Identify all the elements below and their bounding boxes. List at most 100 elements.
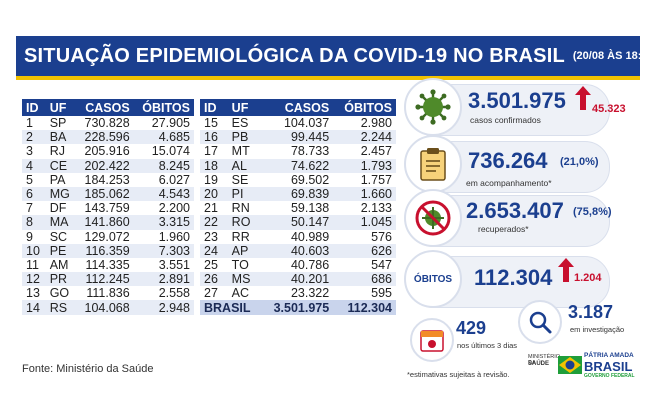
deaths-value: 112.304 (474, 265, 553, 290)
footnote: *estimativas sujeitas à revisão. (407, 370, 510, 379)
table-cell: 99.445 (261, 130, 334, 145)
confirmed-delta: 45.323 (592, 103, 626, 115)
monitoring-value: 736.264 (468, 148, 548, 173)
table-cell: TO (231, 257, 249, 272)
table-cell: 5 (26, 172, 33, 187)
magnifier-icon (529, 311, 552, 334)
ministry-logo-line2: SAÚDE (528, 361, 550, 367)
deaths-label-circle: ÓBITOS (404, 250, 462, 308)
table-cell: 626 (333, 243, 396, 258)
table-cell: 2.891 (133, 272, 194, 287)
table-cell: 1.960 (158, 229, 190, 244)
table-cell: 69.839 (261, 186, 334, 202)
table-cell: SE (231, 172, 249, 187)
table-cell: 141.860 (76, 215, 134, 230)
table-cell: 1.793 (333, 158, 396, 173)
table-row: 1 SP 730.828 27.905 (22, 116, 194, 130)
table-cell: 104.068 (76, 300, 134, 315)
column-header: CASOS (261, 99, 334, 116)
table-cell: 112.245 (76, 272, 134, 287)
table-cell: 595 (371, 286, 392, 301)
table-row: 16 PB 99.445 2.244 (200, 130, 396, 145)
table-cell: 12 (22, 272, 46, 287)
table-cell: 111.836 (86, 286, 130, 301)
table-cell: 2.980 (360, 116, 392, 131)
recent-label: nos últimos 3 dias (457, 341, 518, 350)
table-cell: 2 (22, 130, 46, 145)
table-cell: 18 (200, 158, 228, 173)
table-cell: 184.253 (84, 172, 130, 187)
table-cell: 3.315 (133, 215, 194, 230)
deaths-label: ÓBITOS (413, 273, 453, 285)
table-row: 10 PE 116.359 7.303 (22, 243, 194, 258)
states-table-left: ID UF CASOS ÓBITOS 1 SP 730.828 27.905 2 BA 228.5… (22, 99, 194, 315)
table-cell: 7.303 (133, 243, 194, 258)
table-cell: 25 (204, 257, 218, 272)
table-row: 21 RN 59.138 2.133 (200, 201, 396, 215)
table-cell: ES (231, 116, 249, 131)
table-row: 11 AM 114.335 3.551 (22, 258, 194, 272)
total-cases: 3.501.975 (261, 300, 334, 315)
table-cell: 22 (200, 215, 228, 230)
table-cell: BA (45, 130, 77, 145)
table-cell: 185.062 (76, 186, 134, 202)
total-label: BRASIL (200, 300, 262, 315)
table-cell: SP (49, 116, 67, 131)
table-cell: 2.457 (360, 144, 392, 159)
table-cell: 11 (26, 257, 39, 272)
investigation-label: em investigação (570, 325, 625, 334)
table-cell: GO (49, 286, 70, 301)
table-cell: 576 (371, 229, 392, 244)
investigation-value: 3.187 (568, 302, 614, 322)
table-cell: 202.422 (76, 158, 134, 173)
table-cell: 27 (204, 286, 218, 301)
table-cell: 8 (22, 215, 46, 230)
table-cell: MA (45, 215, 77, 230)
recovered-value: 2.653.407 (466, 198, 564, 223)
table-cell: 15 (204, 116, 218, 131)
table-row: 15 ES 104.037 2.980 (200, 116, 396, 130)
column-header: ÓBITOS (333, 99, 396, 116)
confirmed-label: casos confirmados (470, 115, 541, 125)
table-row: 20 PI 69.839 1.660 (200, 186, 396, 202)
total-row: BRASIL 3.501.975 112.304 (200, 300, 396, 315)
column-header: CASOS (76, 99, 134, 116)
table-row: 26 MS 40.201 686 (200, 272, 396, 287)
table-row: 27 AC 23.322 595 (200, 286, 396, 300)
no-virus-icon (415, 200, 451, 236)
table-cell: RS (45, 300, 77, 315)
table-cell: 27.905 (151, 116, 190, 131)
table-cell: 9 (26, 229, 33, 244)
table-cell: AP (227, 243, 262, 258)
table-cell: 3 (26, 144, 33, 159)
virus-icon (415, 89, 451, 125)
table-cell: 69.502 (290, 172, 330, 187)
table-cell: 40.989 (290, 229, 330, 244)
table-row: 23 RR 40.989 576 (200, 230, 396, 244)
table-cell: MS (227, 272, 262, 287)
monitoring-icon-circle (404, 135, 462, 193)
table-cell: 6.027 (158, 172, 190, 187)
table-cell: 129.072 (84, 229, 130, 244)
table-cell: 2.200 (158, 201, 190, 216)
table-cell: 1.660 (333, 186, 396, 202)
table-row: 12 PR 112.245 2.891 (22, 272, 194, 287)
table-cell: 17 (204, 144, 218, 159)
table-cell: MG (45, 186, 77, 202)
investigation-icon-circle (518, 300, 562, 344)
table-row: 6 MG 185.062 4.543 (22, 186, 194, 202)
table-cell: 10 (22, 243, 46, 258)
monitoring-label: em acompanhamento* (466, 178, 552, 188)
table-row: 22 RO 50.147 1.045 (200, 215, 396, 230)
table-cell: 20 (200, 186, 228, 202)
table-cell: 15.074 (151, 144, 190, 159)
table-cell: 1 (26, 116, 33, 131)
recent-icon-circle (410, 318, 454, 362)
table-cell: AC (231, 286, 250, 301)
column-header: ID (22, 99, 46, 116)
clipboard-icon (420, 148, 446, 181)
brazil-flag-icon (558, 356, 582, 374)
table-cell: 2.244 (333, 130, 396, 145)
table-cell: 114.335 (85, 257, 130, 272)
table-cell: 14 (22, 300, 46, 315)
